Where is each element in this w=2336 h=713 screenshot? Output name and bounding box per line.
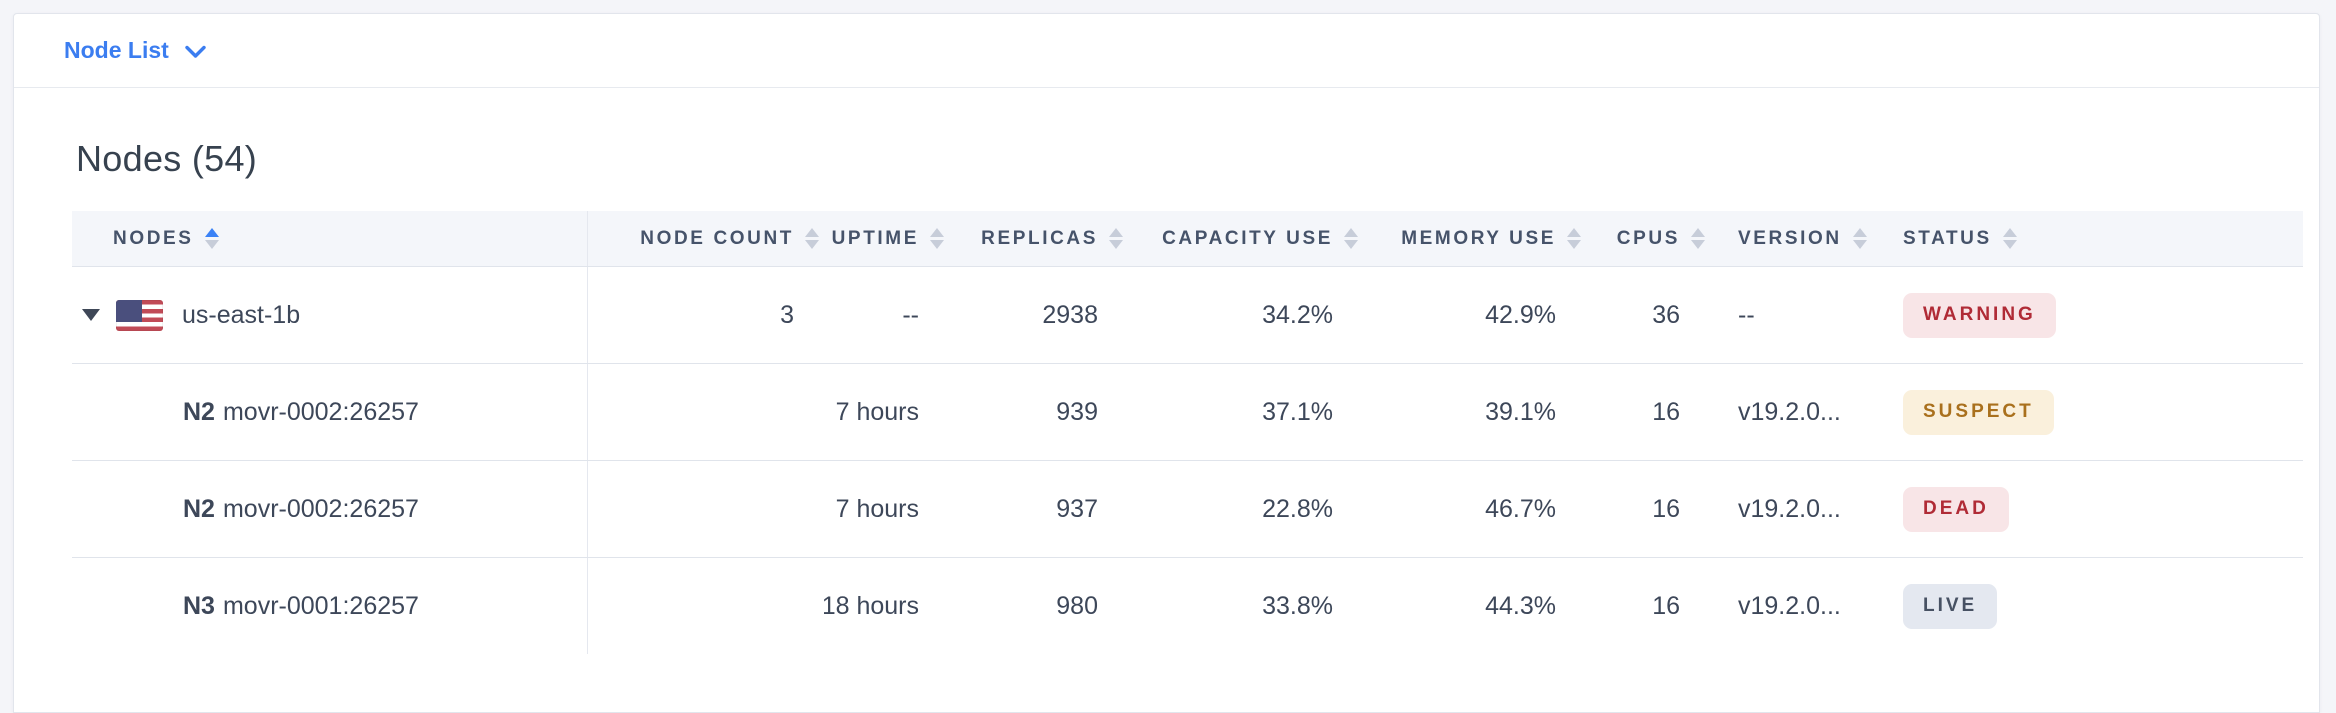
column-header-cpus[interactable]: CPUS xyxy=(1586,211,1710,266)
chevron-down-icon xyxy=(185,45,206,59)
node-id: N2 xyxy=(183,397,215,426)
status-cell: WARNING xyxy=(1875,267,2303,363)
version-cell: v19.2.0... xyxy=(1738,397,1841,426)
memory-use-cell: 46.7% xyxy=(1485,494,1556,523)
sort-icon xyxy=(1109,228,1123,249)
view-selector-bar: Node List xyxy=(14,14,2319,88)
sort-icon xyxy=(1344,228,1358,249)
cpus-cell: 36 xyxy=(1652,300,1680,329)
status-cell: LIVE xyxy=(1875,558,2303,654)
table-row-region-us-east-1b[interactable]: us-east-1b 3 -- 2938 34.2% 42.9% 36 -- W… xyxy=(72,266,2303,363)
sort-icon xyxy=(1691,228,1705,249)
column-header-label: NODES xyxy=(113,227,194,249)
status-badge: WARNING xyxy=(1903,292,2056,338)
status-badge: SUSPECT xyxy=(1903,389,2054,435)
node-name-cell: N2 movr-0002:26257 xyxy=(72,461,588,557)
node-list-dropdown[interactable]: Node List xyxy=(64,37,206,64)
node-count-cell xyxy=(588,461,824,557)
column-header-replicas[interactable]: REPLICAS xyxy=(949,211,1128,266)
page-title: Nodes (54) xyxy=(76,138,258,179)
column-header-label: NODE COUNT xyxy=(640,227,794,249)
region-name: us-east-1b xyxy=(182,300,301,329)
uptime-cell: -- xyxy=(902,300,919,329)
table-header-row: NODES NODE COUNT UPTIME REPLICAS CAPACIT… xyxy=(72,211,2303,266)
column-header-status[interactable]: STATUS xyxy=(1875,211,2303,266)
sort-icon xyxy=(2002,228,2017,249)
replicas-cell: 2938 xyxy=(1042,300,1098,329)
sort-icon xyxy=(1567,228,1581,249)
replicas-cell: 939 xyxy=(1056,397,1098,426)
nodes-table: NODES NODE COUNT UPTIME REPLICAS CAPACIT… xyxy=(72,211,2303,654)
memory-use-cell: 42.9% xyxy=(1485,300,1556,329)
column-header-nodes[interactable]: NODES xyxy=(72,211,588,266)
cpus-cell: 16 xyxy=(1652,397,1680,426)
node-address: movr-0001:26257 xyxy=(222,591,419,620)
column-header-node-count[interactable]: NODE COUNT xyxy=(588,211,824,266)
column-header-label: CPUS xyxy=(1616,227,1680,249)
node-address: movr-0002:26257 xyxy=(222,397,419,426)
version-cell: v19.2.0... xyxy=(1738,591,1841,620)
node-count-cell xyxy=(588,558,824,654)
status-badge: DEAD xyxy=(1903,486,2009,532)
table-row-node-n2[interactable]: N2 movr-0002:26257 7 hours 939 37.1% 39.… xyxy=(72,363,2303,460)
node-list-dropdown-label: Node List xyxy=(64,37,169,63)
node-count-cell xyxy=(588,364,824,460)
sort-icon xyxy=(1852,228,1867,249)
status-badge: LIVE xyxy=(1903,583,1998,629)
sort-icon xyxy=(930,228,944,249)
table-row-node-n3[interactable]: N3 movr-0001:26257 18 hours 980 33.8% 44… xyxy=(72,557,2303,654)
column-header-uptime[interactable]: UPTIME xyxy=(824,211,949,266)
version-cell: v19.2.0... xyxy=(1738,494,1841,523)
version-cell: -- xyxy=(1738,300,1755,329)
column-header-label: VERSION xyxy=(1738,227,1842,249)
column-header-version[interactable]: VERSION xyxy=(1710,211,1875,266)
column-header-label: STATUS xyxy=(1903,227,1992,249)
status-cell: SUSPECT xyxy=(1875,364,2303,460)
node-address: movr-0002:26257 xyxy=(222,494,419,523)
node-id: N3 xyxy=(183,591,215,620)
replicas-cell: 937 xyxy=(1056,494,1098,523)
uptime-cell: 7 hours xyxy=(835,397,919,426)
cpus-cell: 16 xyxy=(1652,591,1680,620)
node-name-cell: N3 movr-0001:26257 xyxy=(72,558,588,654)
capacity-use-cell: 33.8% xyxy=(1262,591,1333,620)
column-header-memory-use[interactable]: MEMORY USE xyxy=(1363,211,1586,266)
column-header-capacity-use[interactable]: CAPACITY USE xyxy=(1128,211,1363,266)
node-count-cell: 3 xyxy=(780,300,794,329)
node-list-card: Node List Nodes (54) NODES NODE COUNT UP… xyxy=(13,13,2320,713)
column-header-label: MEMORY USE xyxy=(1401,227,1556,249)
sort-icon xyxy=(204,228,219,249)
memory-use-cell: 44.3% xyxy=(1485,591,1556,620)
uptime-cell: 18 hours xyxy=(824,591,919,620)
node-id: N2 xyxy=(183,494,215,523)
capacity-use-cell: 34.2% xyxy=(1262,300,1333,329)
status-cell: DEAD xyxy=(1875,461,2303,557)
column-header-label: REPLICAS xyxy=(981,227,1098,249)
capacity-use-cell: 22.8% xyxy=(1262,494,1333,523)
replicas-cell: 980 xyxy=(1056,591,1098,620)
capacity-use-cell: 37.1% xyxy=(1262,397,1333,426)
region-name-cell: us-east-1b xyxy=(72,267,588,363)
column-header-label: CAPACITY USE xyxy=(1162,227,1333,249)
us-flag-icon xyxy=(116,299,163,331)
memory-use-cell: 39.1% xyxy=(1485,397,1556,426)
node-name-cell: N2 movr-0002:26257 xyxy=(72,364,588,460)
uptime-cell: 7 hours xyxy=(835,494,919,523)
collapse-caret-icon[interactable] xyxy=(82,309,100,321)
column-header-label: UPTIME xyxy=(831,227,919,249)
sort-icon xyxy=(805,228,819,249)
table-row-node-n2-dead[interactable]: N2 movr-0002:26257 7 hours 937 22.8% 46.… xyxy=(72,460,2303,557)
cpus-cell: 16 xyxy=(1652,494,1680,523)
